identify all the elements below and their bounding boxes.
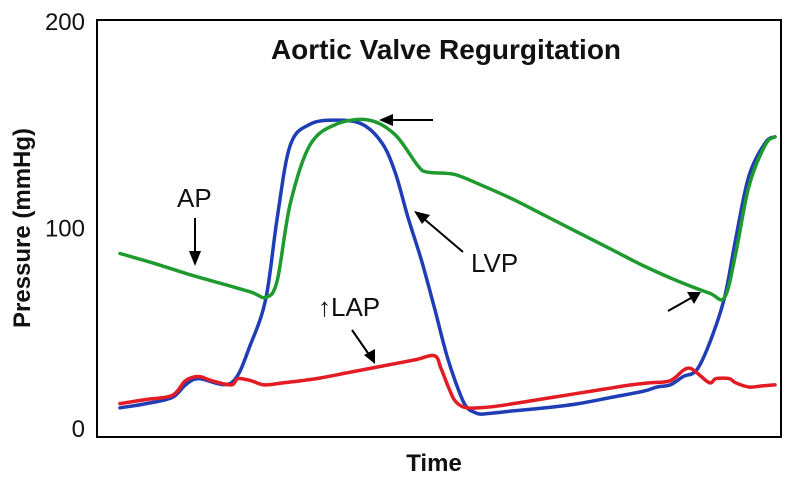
arrow-lap-head (364, 349, 375, 364)
series-lines (118, 117, 777, 416)
arrow-peak-head (379, 114, 393, 126)
arrow-notch (667, 297, 692, 312)
y-tick-label: 0 (72, 416, 85, 443)
series-line-ap (118, 117, 777, 302)
y-tick-label: 100 (45, 216, 85, 243)
y-tick-labels: 0 100 200 (45, 9, 85, 443)
annotation-lap: ↑LAP (318, 292, 380, 322)
plot-frame (96, 19, 782, 438)
y-tick-label: 200 (45, 9, 85, 36)
series-line-lap (118, 353, 777, 410)
series-line-lvp (118, 118, 777, 416)
arrow-lvp (422, 217, 464, 253)
annotation-ap: AP (177, 183, 212, 213)
chart-title: Aortic Valve Regurgitation (271, 34, 621, 65)
arrow-lvp-head (414, 211, 430, 224)
arrow-ap-head (189, 251, 201, 266)
annotation-lvp: LVP (471, 248, 518, 278)
y-axis-label: Pressure (mmHg) (9, 128, 36, 328)
arrow-notch-head (687, 292, 701, 304)
arrow-lap (351, 329, 371, 357)
x-axis-label: Time (406, 450, 462, 477)
annotations: AP LVP ↑LAP (177, 114, 701, 364)
